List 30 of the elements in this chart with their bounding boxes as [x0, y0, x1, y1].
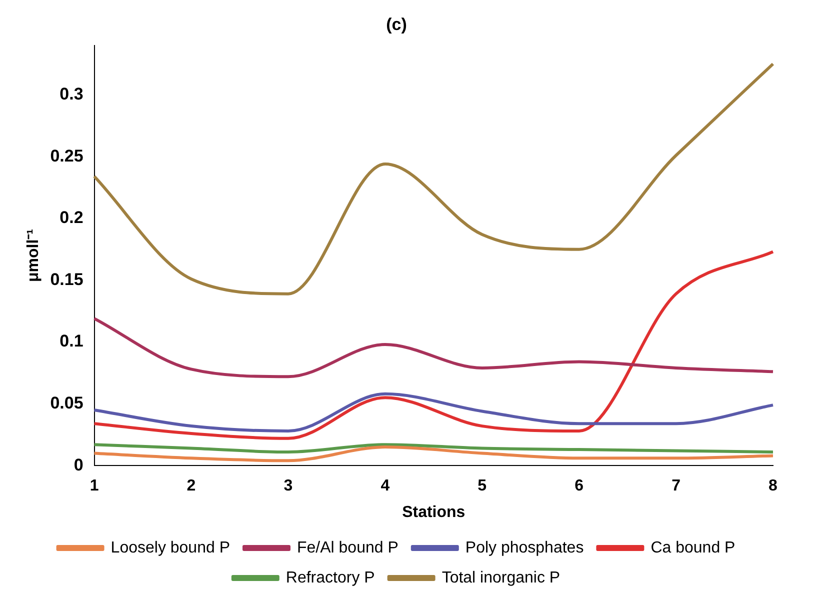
x-tick-label: 3 [284, 478, 293, 495]
x-tick-label: 4 [380, 478, 390, 495]
line-series [92, 443, 774, 454]
line-series [92, 62, 774, 296]
chart-title: (c) [386, 14, 407, 34]
legend-label: Ca bound P [650, 539, 736, 556]
y-tick-label: 0.15 [50, 270, 84, 289]
legend-label: Poly phosphates [465, 539, 584, 556]
line-series [92, 392, 774, 432]
y-tick-label: 0.1 [60, 332, 84, 351]
x-tick-label: 7 [672, 478, 681, 495]
x-axis-title: Stations [402, 504, 466, 521]
y-axis-title: μmoll⁻¹ [25, 228, 42, 282]
line-series [92, 446, 774, 462]
y-tick-label: 0.05 [50, 393, 84, 412]
x-tick-label: 2 [186, 478, 196, 495]
x-tick-label: 6 [574, 478, 584, 495]
x-tick-label: 5 [478, 478, 487, 495]
y-tick-label: 0.3 [60, 84, 84, 104]
y-tick-label: 0 [74, 455, 84, 474]
line-series [92, 317, 774, 378]
legend-label: Loosely bound P [110, 539, 230, 556]
y-tick-label: 0.2 [60, 208, 84, 228]
legend-label: Total inorganic P [442, 569, 560, 586]
x-tick-label: 8 [768, 478, 778, 495]
legend-label: Refractory P [286, 569, 375, 586]
y-tick-label: 0.25 [50, 146, 84, 166]
line-series [92, 250, 774, 440]
x-tick-label: 1 [90, 478, 99, 495]
legend-label: Fe/Al bound P [296, 539, 398, 556]
